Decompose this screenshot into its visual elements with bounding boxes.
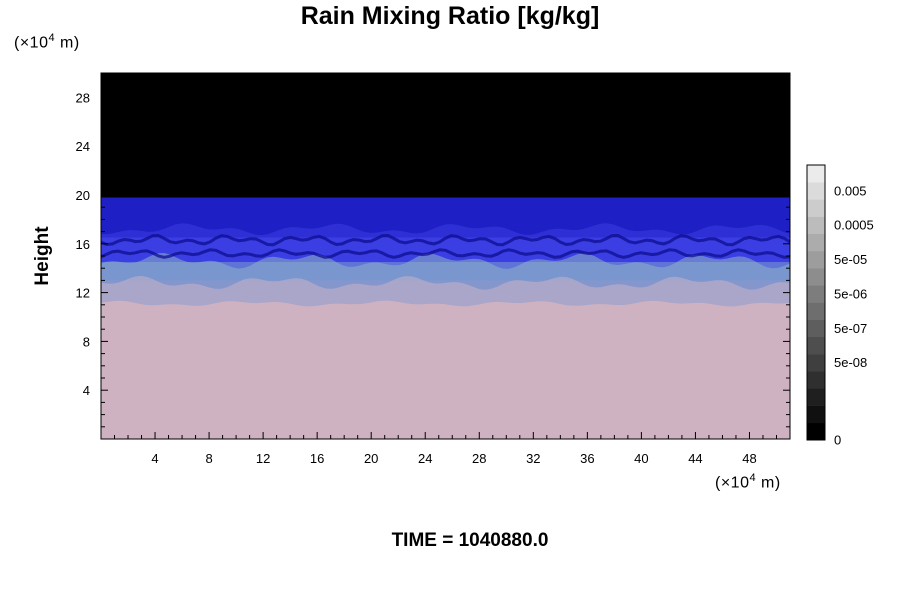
y-tick-label: 4 — [83, 383, 90, 398]
colorbar-swatch — [807, 302, 825, 320]
colorbar-label: 0.005 — [834, 183, 867, 198]
x-tick-label: 16 — [310, 451, 324, 466]
y-tick-label: 28 — [76, 90, 90, 105]
y-axis-unit: (×104 m) — [14, 32, 80, 52]
chart-title: Rain Mixing Ratio [kg/kg] — [300, 2, 600, 30]
colorbar-swatch — [807, 233, 825, 252]
pink-eddy-layer — [101, 300, 790, 439]
colorbar-label: 0.0005 — [834, 218, 874, 233]
x-tick-label: 4 — [151, 451, 158, 466]
colorbar-frame — [806, 164, 826, 441]
x-axis-unit: (×104 m) — [715, 472, 781, 492]
dark-wisp-upper — [100, 233, 791, 247]
colorbar-swatch — [807, 268, 825, 286]
colorbar-swatch — [807, 336, 825, 355]
colorbar-swatch — [807, 250, 825, 269]
dark-wisp-lower — [100, 248, 791, 259]
x-tick-label: 24 — [418, 451, 432, 466]
colorbar-label: 5e-08 — [834, 355, 867, 370]
colorbar-swatch — [807, 319, 825, 338]
colorbar-swatch — [807, 371, 825, 389]
x-tick-label: 28 — [472, 451, 486, 466]
colorbar-label: 5e-05 — [834, 252, 867, 267]
colorbar-swatch — [807, 165, 825, 183]
colorbar-swatch — [807, 182, 825, 200]
colorbar-label: 5e-07 — [834, 321, 867, 336]
colorbar-swatch — [807, 216, 825, 235]
time-label: TIME = 1040880.0 — [391, 530, 549, 551]
x-tick-label: 20 — [364, 451, 378, 466]
x-tick-label: 32 — [526, 451, 540, 466]
colorbar-label: 5e-06 — [834, 286, 867, 301]
x-tick-label: 12 — [256, 451, 270, 466]
y-tick-label: 8 — [83, 334, 90, 349]
rain-field — [100, 73, 791, 439]
y-tick-label: 20 — [76, 188, 90, 203]
colorbar-swatch — [807, 405, 825, 424]
x-tick-label: 8 — [205, 451, 212, 466]
x-tick-label: 36 — [580, 451, 594, 466]
colorbar-swatch — [807, 388, 825, 406]
x-tick-label: 44 — [688, 451, 702, 466]
colorbar-swatch — [807, 422, 825, 441]
colorbar-label: 0 — [834, 433, 841, 448]
x-tick-label: 48 — [742, 451, 756, 466]
y-tick-label: 12 — [76, 286, 90, 301]
y-tick-label: 24 — [76, 139, 90, 154]
colorbar-swatch — [807, 285, 825, 303]
y-tick-label: 16 — [76, 237, 90, 252]
colorbar: 0.005 0.0005 5e-05 5e-06 5e-07 5e-08 0 — [806, 164, 874, 448]
colorbar-swatch — [807, 199, 825, 217]
colorbar-swatch — [807, 354, 825, 372]
x-tick-label: 40 — [634, 451, 648, 466]
